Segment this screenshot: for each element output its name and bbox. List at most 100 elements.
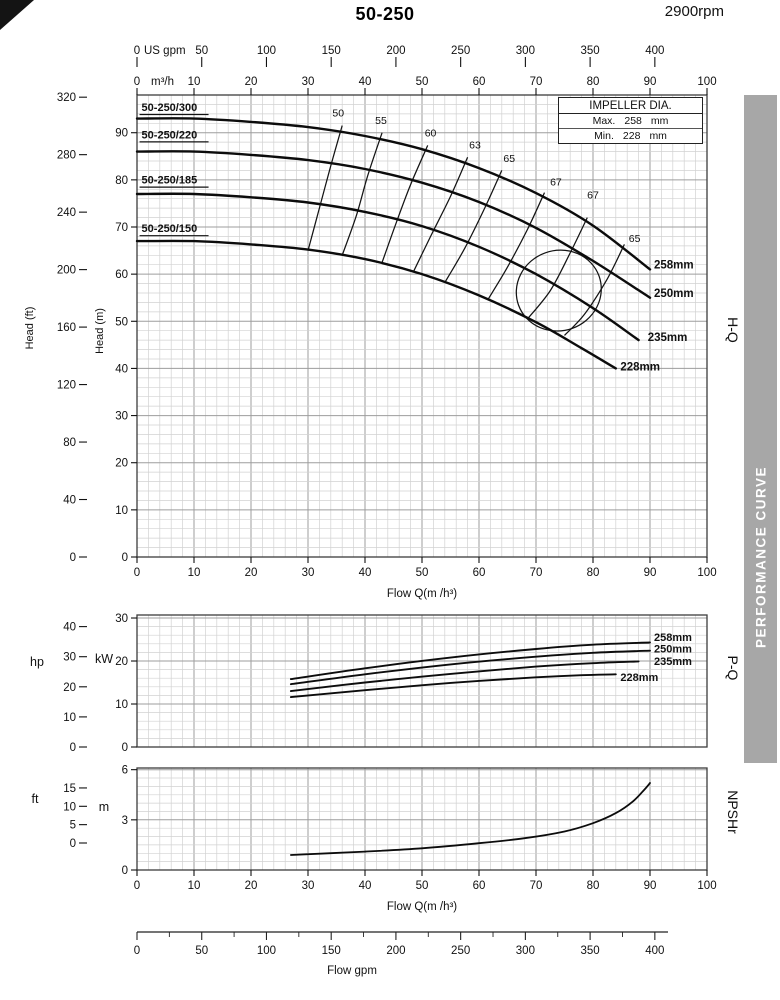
- efficiency-label: 67: [550, 177, 562, 189]
- impeller-label: 228mm: [620, 361, 660, 373]
- model-label: 50-250/185: [142, 175, 198, 187]
- pq-impeller-label: 235mm: [654, 656, 692, 668]
- kw-tick: 30: [115, 613, 128, 625]
- pq-panel: [136, 614, 708, 748]
- pq-curve-250mm: [289, 649, 651, 686]
- head-ft-tick: 40: [63, 495, 76, 507]
- npsh-m-tick: 6: [122, 765, 128, 777]
- npsh-curve: [290, 782, 651, 856]
- efficiency-label: 60: [425, 127, 437, 139]
- npsh-flow-tick: 60: [473, 880, 486, 892]
- npsh-flow-tick: 90: [644, 880, 657, 892]
- usgpm-tick: 250: [451, 45, 470, 57]
- pq-curve-258mm: [289, 641, 651, 681]
- flow-tick-bottom: 10: [188, 567, 201, 579]
- impeller-max-value: 258: [624, 115, 642, 127]
- usgpm-tick: 300: [516, 45, 535, 57]
- kw-axis-title: kW: [94, 652, 114, 666]
- impeller-dia-title: IMPELLER DIA.: [559, 98, 702, 114]
- usgpm-tick: 100: [257, 45, 276, 57]
- hp-tick: 10: [63, 712, 76, 724]
- flow-tick-bottom: 90: [644, 567, 657, 579]
- impeller-dia-box: IMPELLER DIA. Max. 258 mm Min. 228 mm: [558, 97, 703, 144]
- gpm-tick: 400: [645, 945, 664, 957]
- efficiency-label: 55: [375, 115, 387, 127]
- npsh-ft-tick: 10: [63, 801, 76, 813]
- gpm-tick: 250: [451, 945, 470, 957]
- impeller-min-unit: mm: [649, 130, 667, 142]
- head-m-tick: 50: [115, 316, 128, 328]
- head-m-tick: 80: [115, 175, 128, 187]
- gpm-tick: 150: [322, 945, 341, 957]
- usgpm-tick: 200: [386, 45, 405, 57]
- hq-curves: 258mm50-250/300250mm50-250/220235mm50-25…: [135, 102, 694, 373]
- usgpm-tick: 50: [195, 45, 208, 57]
- head-m-tick: 70: [115, 222, 128, 234]
- efficiency-line: [487, 192, 546, 301]
- hq-panel: [136, 94, 708, 558]
- npsh-flow-tick: 70: [530, 880, 543, 892]
- npsh-ft-tick: 0: [70, 838, 76, 850]
- model-label: 50-250/220: [142, 129, 198, 141]
- gpm-tick: 300: [516, 945, 535, 957]
- pq-impeller-label: 258mm: [654, 632, 692, 644]
- npsh-flow-tick: 50: [416, 880, 429, 892]
- npshr-side-label: NPSHr: [725, 790, 741, 834]
- pq-impeller-label: 228mm: [620, 672, 658, 684]
- flow-tick-top: 20: [245, 76, 258, 88]
- gpm-tick: 50: [195, 945, 208, 957]
- curve-258mm: [135, 117, 652, 271]
- npsh-panel-grid: [136, 768, 708, 871]
- npsh-flow-tick: 30: [302, 880, 315, 892]
- usgpm-tick: 150: [322, 45, 341, 57]
- flow-tick-top: 90: [644, 76, 657, 88]
- impeller-min-value: 228: [622, 130, 641, 142]
- usgpm-tick: 400: [645, 45, 664, 57]
- head-m-axis-title: Head (m): [94, 308, 106, 354]
- efficiency-label: 65: [629, 233, 641, 245]
- efficiency-line: [444, 170, 503, 283]
- flow-tick-top: 10: [188, 76, 201, 88]
- hp-tick: 20: [63, 682, 76, 694]
- impeller-max-row: Max. 258 mm: [559, 114, 702, 129]
- flow-tick-bottom: 80: [587, 567, 600, 579]
- flow-tick-top: 70: [530, 76, 543, 88]
- gpm-axis-title: Flow gpm: [327, 965, 377, 977]
- curve-235mm: [135, 192, 640, 342]
- head-m-tick: 60: [115, 269, 128, 281]
- gpm-tick: 200: [386, 945, 405, 957]
- hp-axis-title: hp: [30, 655, 44, 669]
- gpm-axis: 0 50 100 150 200 250 300 350 400 Flow gpm: [134, 931, 668, 977]
- kw-tick: 10: [115, 699, 128, 711]
- pq-axes: 0 10 20 30 0 10 20 30 40: [63, 613, 137, 754]
- banner-text: PERFORMANCE CURVE: [753, 465, 768, 649]
- kw-tick: 20: [115, 656, 128, 668]
- efficiency-line: [341, 132, 383, 256]
- head-m-tick: 30: [115, 411, 128, 423]
- npsh-flow-tick: 0: [134, 880, 140, 892]
- efficiency-label: 50: [332, 108, 344, 120]
- usgpm-tick: 0: [134, 45, 140, 57]
- curve-250mm: [135, 150, 652, 299]
- efficiency-line: [381, 145, 429, 263]
- pump-model-title: 50-250: [355, 4, 415, 24]
- npsh-ft-tick: 5: [70, 820, 76, 832]
- rpm-label: 2900rpm: [664, 3, 724, 20]
- head-m-tick: 20: [115, 458, 128, 470]
- flow-tick-top: 30: [302, 76, 315, 88]
- efficiency-contours: 50 55 60 63 65 67 67 65: [307, 108, 641, 336]
- head-ft-tick: 240: [57, 207, 76, 219]
- head-ft-tick: 280: [57, 150, 76, 162]
- model-label: 50-250/150: [142, 223, 198, 235]
- head-m-tick: 10: [115, 505, 128, 517]
- pq-curve-235mm: [289, 660, 640, 693]
- head-ft-tick: 200: [57, 265, 76, 277]
- curve-228mm: [135, 239, 617, 370]
- gpm-tick: 350: [581, 945, 600, 957]
- hq-axes: 0102030405060708090040801201602002402803…: [57, 45, 717, 600]
- impeller-label: 235mm: [648, 332, 688, 344]
- hq-panel-grid: [136, 95, 708, 558]
